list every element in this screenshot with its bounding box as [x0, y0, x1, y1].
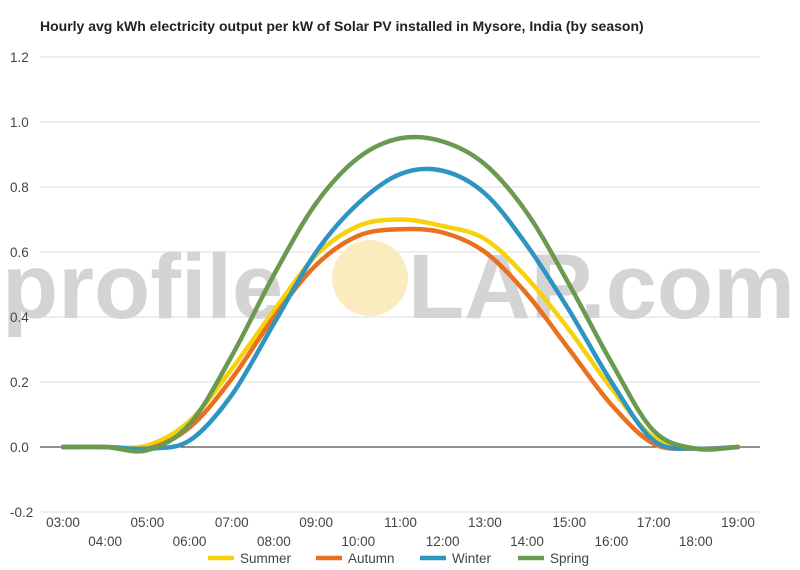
- y-tick-label: 0.0: [10, 440, 29, 455]
- x-tick-label: 04:00: [88, 534, 122, 549]
- legend-label-summer: Summer: [240, 551, 292, 566]
- watermark-sun-icon: [332, 240, 408, 316]
- watermark-text-left: profile: [2, 236, 283, 338]
- y-tick-label: 0.8: [10, 180, 29, 195]
- y-axis: -0.2 0.0 0.2 0.4 0.6 0.8 1.0 1.2: [10, 50, 33, 520]
- series-line-winter: [60, 166, 741, 452]
- x-tick-label: 03:00: [46, 515, 80, 530]
- chart-title: Hourly avg kWh electricity output per kW…: [40, 18, 644, 34]
- y-tick-label: 0.4: [10, 310, 29, 325]
- x-tick-label: 15:00: [552, 515, 586, 530]
- legend: Summer Autumn Winter Spring: [208, 551, 589, 566]
- x-tick-label: 05:00: [130, 515, 164, 530]
- x-tick-label: 10:00: [341, 534, 375, 549]
- series-line-spring: [60, 134, 741, 454]
- x-tick-label: 13:00: [468, 515, 502, 530]
- grid-layer: [40, 56, 760, 513]
- x-axis: 03:00 04:00 05:00 06:00 07:00 08:00 09:00 10:00…: [46, 515, 755, 549]
- legend-label-spring: Spring: [550, 551, 589, 566]
- x-tick-label: 09:00: [299, 515, 333, 530]
- x-tick-label: 19:00: [721, 515, 755, 530]
- x-tick-label: 08:00: [257, 534, 291, 549]
- legend-label-autumn: Autumn: [348, 551, 395, 566]
- watermark: profile LAP.com: [2, 236, 795, 338]
- y-tick-label: 1.2: [10, 50, 29, 65]
- watermark-text-right: LAP.com: [408, 236, 795, 338]
- y-tick-label: -0.2: [10, 505, 33, 520]
- x-tick-label: 11:00: [384, 515, 417, 530]
- y-tick-label: 0.2: [10, 375, 29, 390]
- x-tick-label: 07:00: [215, 515, 249, 530]
- x-tick-label: 14:00: [510, 534, 544, 549]
- x-tick-label: 18:00: [679, 534, 713, 549]
- x-tick-label: 17:00: [637, 515, 671, 530]
- x-tick-label: 06:00: [173, 534, 207, 549]
- y-tick-label: 0.6: [10, 245, 29, 260]
- legend-label-winter: Winter: [452, 551, 492, 566]
- series-layer: [60, 134, 741, 454]
- x-tick-label: 12:00: [426, 534, 460, 549]
- y-tick-label: 1.0: [10, 115, 29, 130]
- x-tick-label: 16:00: [595, 534, 629, 549]
